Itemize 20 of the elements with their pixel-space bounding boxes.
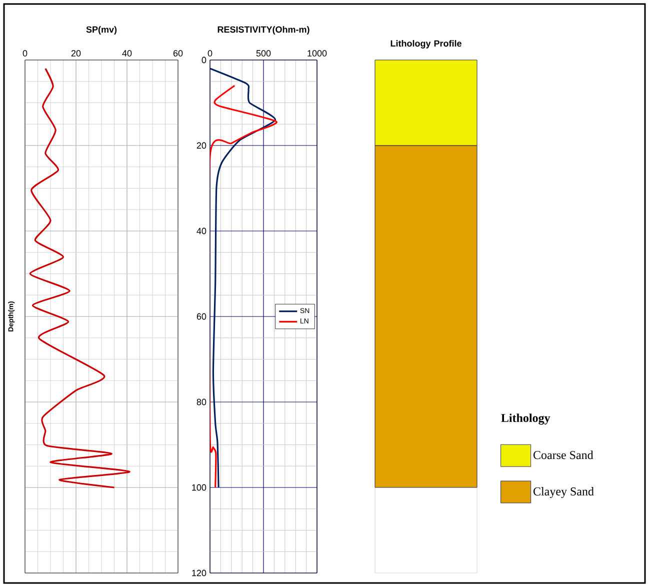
y-tick-label: 60 [196, 313, 206, 320]
y-tick-label: 20 [196, 142, 206, 149]
x-tick-label: 500 [256, 50, 271, 56]
legend-title: Lithology [501, 414, 550, 425]
x-tick-label: 20 [71, 50, 81, 56]
y-tick-label: 0 [202, 56, 206, 64]
y-tick-label: 40 [196, 228, 206, 234]
x-tick-label: 60 [173, 50, 183, 56]
y-tick-label: 100 [192, 484, 206, 491]
x-tick-label: 0 [22, 50, 28, 56]
y-tick-label: 80 [196, 398, 206, 406]
chart-title: Lithology Profile [390, 40, 462, 48]
chart-title: SP(mv) [86, 26, 117, 34]
legend-label: Coarse Sand [533, 450, 594, 460]
x-tick-label: 40 [122, 50, 132, 56]
y-tick-label: 120 [192, 570, 206, 576]
legend-label: Clayey Sand [533, 487, 594, 498]
x-tick-label: 1000 [308, 50, 327, 56]
x-tick-label: 0 [208, 50, 212, 56]
chart-title: RESISTIVITY(Ohm-m) [218, 26, 310, 34]
